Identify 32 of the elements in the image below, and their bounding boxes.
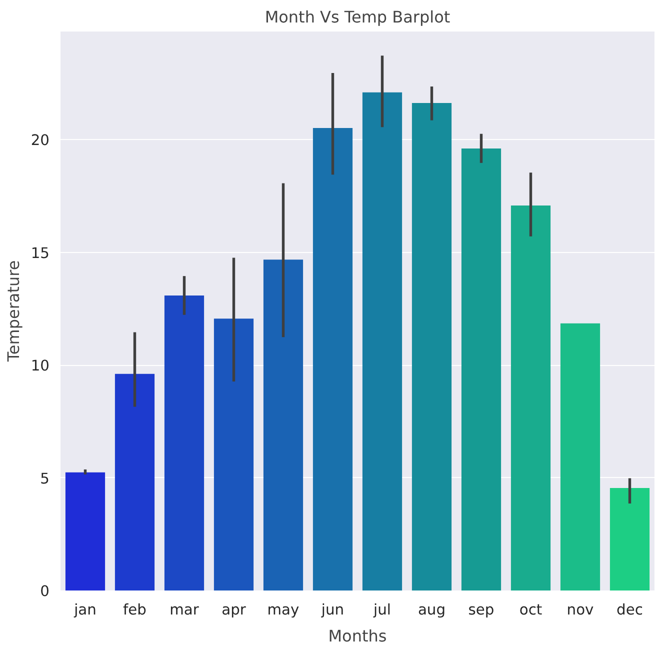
bar: [312, 128, 353, 590]
x-tick-label: jul: [372, 602, 391, 618]
bar: [412, 102, 452, 590]
y-tick-label: 0: [40, 583, 50, 600]
bar: [164, 295, 204, 590]
x-tick-label: sep: [468, 602, 494, 618]
x-axis-title: Months: [328, 626, 387, 646]
y-tick-label: 20: [30, 132, 50, 150]
y-tick-label: 10: [30, 358, 50, 375]
x-tick-label: jan: [73, 602, 96, 618]
y-tick-label: 5: [40, 470, 50, 488]
x-tick-label: jun: [320, 602, 344, 618]
bar: [461, 148, 502, 590]
bar: [65, 472, 106, 590]
bar: [610, 488, 650, 590]
y-axis-title: Temperature: [4, 260, 23, 363]
x-tick-label: aug: [418, 602, 446, 618]
x-tick-label: mar: [170, 602, 200, 618]
x-tick-label: may: [267, 602, 300, 618]
bar: [362, 92, 402, 590]
bar: [510, 206, 551, 590]
bar: [214, 318, 254, 590]
chart-title: Month Vs Temp Barplot: [264, 8, 450, 26]
x-tick-label: dec: [616, 602, 643, 618]
x-tick-label: feb: [123, 602, 146, 618]
x-tick-label: apr: [222, 602, 247, 618]
x-tick-label: nov: [566, 602, 594, 618]
x-tick-label: oct: [519, 602, 542, 618]
bar: [560, 323, 600, 590]
bar: [114, 374, 155, 590]
y-tick-label: 15: [30, 244, 50, 262]
bar: [263, 260, 304, 590]
